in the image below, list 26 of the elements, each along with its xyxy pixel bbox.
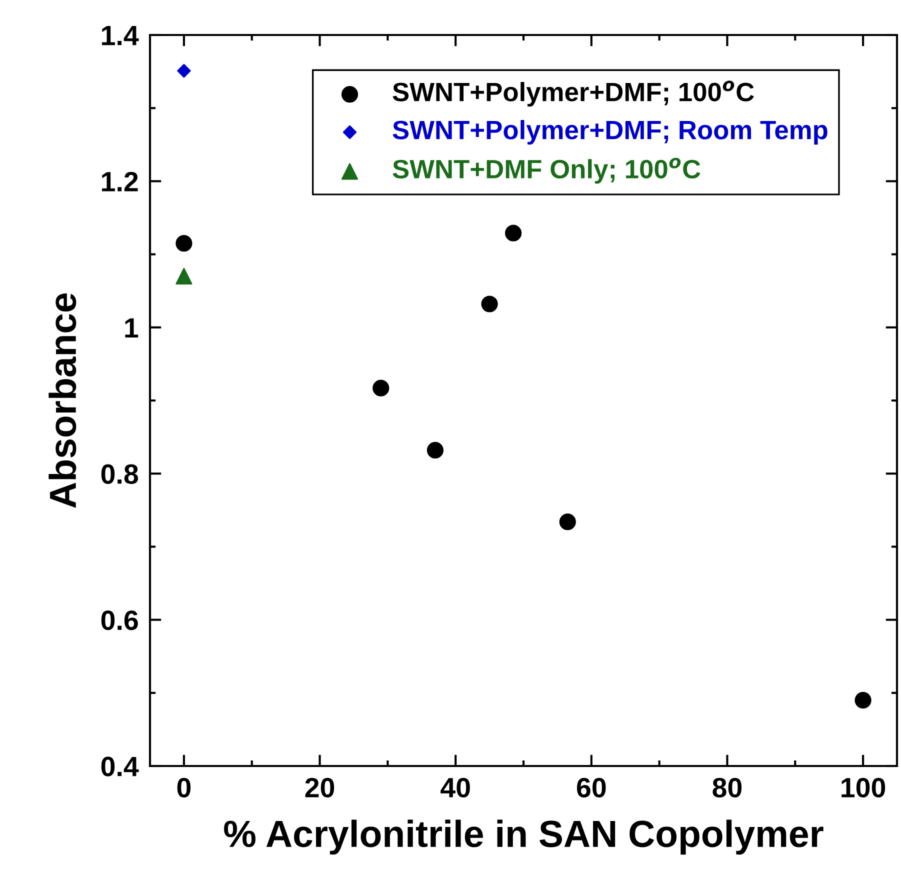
- x-tick-label: 80: [712, 778, 742, 798]
- point: [505, 224, 522, 242]
- point: [372, 380, 390, 396]
- x-axis-title: % Acrylonitrile in SAN Copolymer: [224, 820, 824, 855]
- y-tick-label: 0.4: [101, 756, 139, 776]
- point: [177, 64, 191, 78]
- y-tick-label: 1.2: [102, 172, 138, 192]
- point: [176, 235, 192, 252]
- x-tick-label: 0: [177, 778, 191, 798]
- y-tick-label: 1.4: [102, 26, 139, 46]
- point: [481, 296, 498, 312]
- point: [176, 268, 192, 285]
- point: [559, 514, 576, 530]
- y-tick-label: 0.8: [101, 464, 138, 484]
- x-tick-label: 60: [576, 778, 606, 798]
- legend-label: SWNT+Polymer+DMF; Room Temp: [392, 120, 828, 145]
- y-axis-title: Absorbance: [48, 293, 76, 508]
- y-tick-label: 1: [125, 318, 138, 338]
- x-tick-label: 20: [305, 778, 334, 798]
- point: [426, 442, 444, 459]
- legend-label: SWNT+DMF Only; 100$^{o}$C: [392, 158, 700, 184]
- x-tick-label: 100: [842, 778, 886, 798]
- point: [854, 692, 872, 709]
- y-tick-label: 0.6: [101, 610, 138, 630]
- legend-label: SWNT+Polymer+DMF; 100$^{o}$C: [392, 80, 754, 107]
- x-tick-label: 40: [440, 778, 470, 798]
